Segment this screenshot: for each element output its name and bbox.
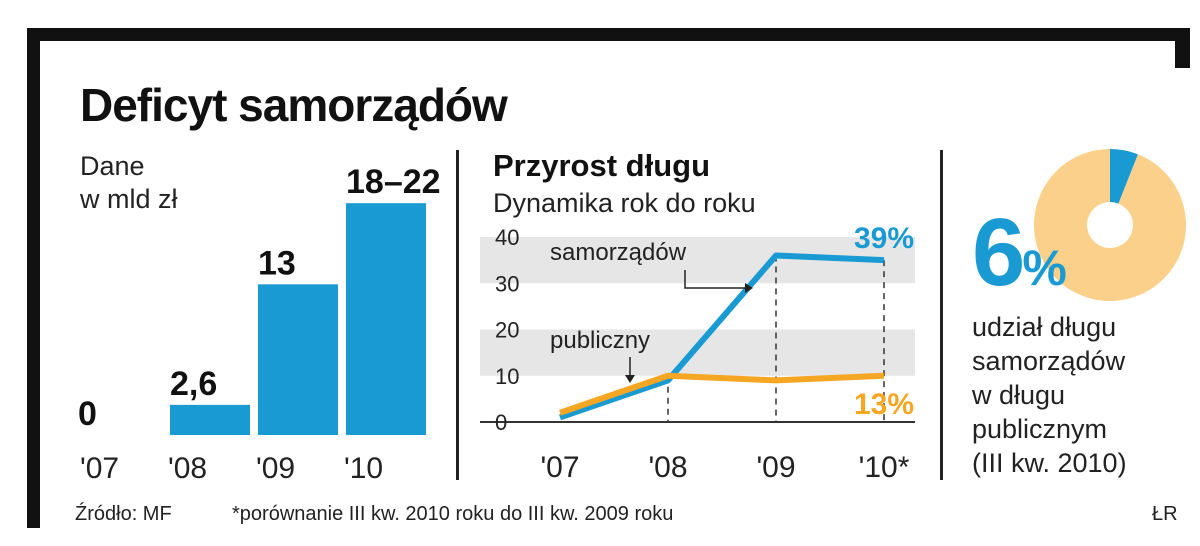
bar-value-label: 13	[258, 244, 296, 282]
y-tick-label: 0	[495, 410, 507, 435]
series-line	[559, 252, 885, 421]
series-end-label: 13%	[854, 388, 914, 421]
footer-credit: ŁR	[1152, 503, 1178, 525]
share-caption-line: samorządów	[972, 346, 1126, 376]
line-chart-subtitle: Dynamika rok do roku	[493, 188, 756, 218]
x-tick-label: '08	[648, 451, 687, 484]
series-name-label: publiczny	[550, 327, 650, 354]
bar-value-label: 0	[78, 395, 97, 433]
line-chart-title: Przyrost długu	[493, 148, 711, 183]
share-caption-line: udział długu	[972, 312, 1117, 342]
y-tick-label: 20	[495, 318, 519, 343]
x-tick-label: '10*	[859, 451, 910, 484]
pie-slice	[1110, 149, 1138, 204]
x-tick-label: '07	[80, 452, 119, 485]
bar	[346, 203, 426, 435]
bar-unit-line1: Dane	[80, 151, 145, 181]
share-big-value: 6%	[972, 205, 1067, 301]
frame-top-bar	[27, 28, 1190, 41]
share-unit: %	[1022, 240, 1067, 296]
y-tick-label: 30	[495, 271, 519, 296]
series-line	[559, 372, 885, 416]
footer-note: *porównanie III kw. 2010 roku do III kw.…	[232, 503, 674, 525]
share-caption-line: publicznym	[972, 414, 1108, 444]
bar	[170, 404, 250, 435]
bar	[258, 284, 338, 435]
pie-chart	[1034, 149, 1186, 301]
annotation-leader	[684, 270, 745, 289]
y-tick-label: 10	[495, 364, 519, 389]
bar-unit-line2: w mld zł	[80, 184, 178, 214]
series-name-label: samorządów	[550, 239, 687, 266]
bar-value-label: 18–22	[346, 163, 440, 201]
share-value: 6	[972, 199, 1025, 306]
infographic-title: Deficyt samorządów	[80, 79, 508, 131]
x-tick-label: '10	[344, 452, 383, 485]
x-tick-label: '07	[540, 451, 579, 484]
x-tick-label: '08	[168, 452, 207, 485]
annotation-arrowhead	[625, 375, 635, 383]
series-end-label: 39%	[854, 222, 914, 255]
y-tick-label: 40	[495, 225, 519, 250]
pie-slice	[1034, 149, 1186, 301]
frame-right-tick	[1175, 28, 1190, 68]
grid-band	[480, 329, 915, 376]
divider-right	[940, 150, 943, 480]
footer-source: Źródło: MF	[75, 503, 172, 525]
annotation-arrowhead	[745, 283, 753, 293]
divider-left	[456, 150, 459, 480]
x-tick-label: '09	[756, 451, 795, 484]
frame-left-bar	[27, 28, 40, 528]
bar-chart: 0 '07 2,6 '08 13 '09 18–22 '10	[78, 163, 440, 485]
share-caption-line: (III kw. 2010)	[972, 448, 1127, 478]
bar-value-label: 2,6	[170, 365, 217, 403]
x-tick-label: '09	[256, 452, 295, 485]
line-chart: 0 10 20 30 40 39% 13% samorządów publiczny '07 '08…	[480, 222, 915, 484]
share-caption: udział długu samorządów w długu publiczn…	[972, 310, 1182, 480]
share-caption-line: w długu	[972, 380, 1066, 410]
bar-unit-label: Dane w mld zł	[80, 150, 178, 216]
